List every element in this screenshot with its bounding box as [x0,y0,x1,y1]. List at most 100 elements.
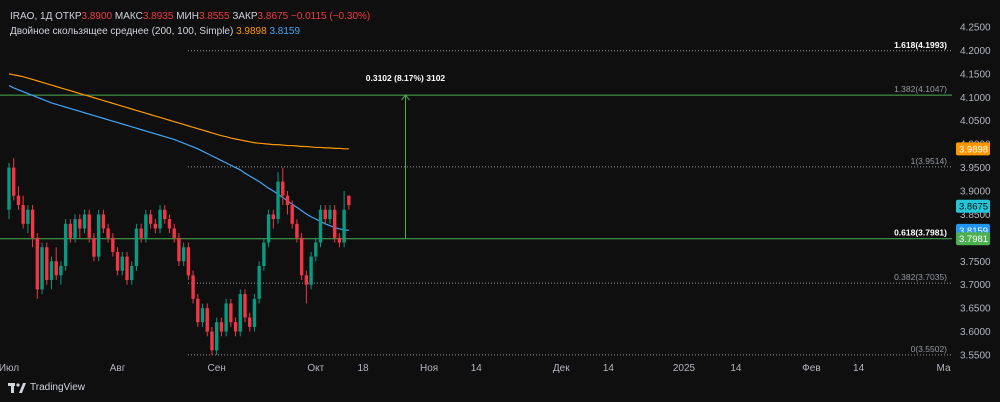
fib-level-label: 1(3.9514) [911,156,948,166]
candle-body [337,237,342,243]
candle [96,209,101,262]
candle [167,214,172,234]
candle [87,209,91,243]
price-tick-label: 3.9500 [960,163,991,174]
candle [252,294,257,332]
time-tick-label: 14 [730,363,742,374]
candle-body [229,303,233,323]
candle-body [181,247,186,262]
candle-body [26,209,30,224]
fib-level-label: 0.618(3.7981) [894,228,947,238]
measure-arrowhead [401,94,410,101]
close-value: 3.8675 [257,11,289,22]
time-axis[interactable]: Июл Авг Сен Окт 18 Ноя 14 Дек 14 2025 14 Фев 14 Ма [0,363,951,374]
candle-body [323,209,327,220]
candle-body [115,251,120,271]
ohlc-legend[interactable]: IRAO, 1Д ОТКР3.8900 МАКС3.8935 МИН3.8555… [10,9,370,24]
low-label: МИН [176,11,199,22]
candle-body [106,228,110,238]
candle [233,317,238,337]
candle-body [276,181,280,220]
time-tick-label: 14 [853,363,865,374]
candle-body [92,237,96,257]
ma-200-line [8,73,349,150]
candle-body [285,195,290,206]
candle [45,242,49,285]
candle [101,209,106,234]
price-badge-bg [956,199,990,213]
candle [153,219,158,234]
candle-body [68,223,73,238]
candle-body [163,209,167,220]
candle [309,251,313,290]
candle [125,251,129,285]
candle-body [78,219,82,229]
price-tick-label: 4.2500 [960,23,991,34]
candle-body [196,298,200,323]
candle [78,214,82,238]
fib-level-label: 0.382(3.7035) [894,272,947,282]
candle [290,200,294,229]
candle [35,233,40,299]
candle-body [45,247,49,281]
candle [163,205,167,224]
time-tick-label: 14 [603,363,615,374]
candle [200,303,205,327]
price-badge-bg [956,142,990,156]
candle-body [87,214,91,238]
candle-body [328,209,332,220]
candle-body [158,209,162,229]
candle [271,209,276,229]
candle-body [96,214,101,257]
time-tick-label: Дек [553,363,570,374]
price-axis[interactable]: 4.25004.20004.15004.10004.05004.00003.95… [956,23,991,362]
candle-body [210,331,214,351]
candle [347,195,351,210]
ma-100-line [8,85,349,231]
price-tick-label: 3.5500 [960,351,991,362]
time-tick-label: 2025 [673,363,696,374]
candle-body [191,275,195,299]
ma-title: Двойное скользящее среднее (200, 100, Si… [10,26,234,37]
candle-body [309,256,313,285]
candle-body [125,256,129,281]
ma-legend[interactable]: Двойное скользящее среднее (200, 100, Si… [10,24,370,39]
candle-body [16,195,21,206]
time-tick-label: Сен [208,363,226,374]
candle [111,233,115,257]
candle [181,242,186,266]
candle-body [12,167,16,196]
candle-body [148,214,153,224]
candle-body [257,265,261,299]
low-value: 3.8555 [198,11,230,22]
candle [318,205,323,248]
candle-body [243,294,247,318]
candle [314,237,318,262]
time-tick-label: Июл [0,363,19,374]
candle [323,205,327,224]
candle-body [111,237,115,252]
candle [177,233,181,266]
candle-body [200,308,205,323]
candle [281,167,285,206]
candle-body [266,214,271,243]
candle-body [262,242,266,266]
price-badge-text: 3.8159 [959,226,988,237]
price-tick-label: 3.8500 [960,210,991,221]
time-tick-label: Авг [110,363,126,374]
price-tick-label: 3.9000 [960,187,991,198]
price-badge-text: 3.9898 [959,144,988,155]
candle-body [59,265,63,276]
candle-body [318,209,323,243]
candle [120,251,124,276]
measure-layer[interactable]: 0.3102 (8.17%) 3102 [366,73,446,239]
time-tick-label: 14 [471,363,483,374]
fibonacci-layer[interactable]: 1.618(4.1993) 1.382(4.1047) 1(3.9514) 0.618… [0,40,952,356]
candle [115,247,120,276]
candle [243,289,247,323]
candle [30,205,35,248]
candle-body [54,261,58,276]
tradingview-logo-icon [8,382,26,393]
candle [12,158,16,201]
